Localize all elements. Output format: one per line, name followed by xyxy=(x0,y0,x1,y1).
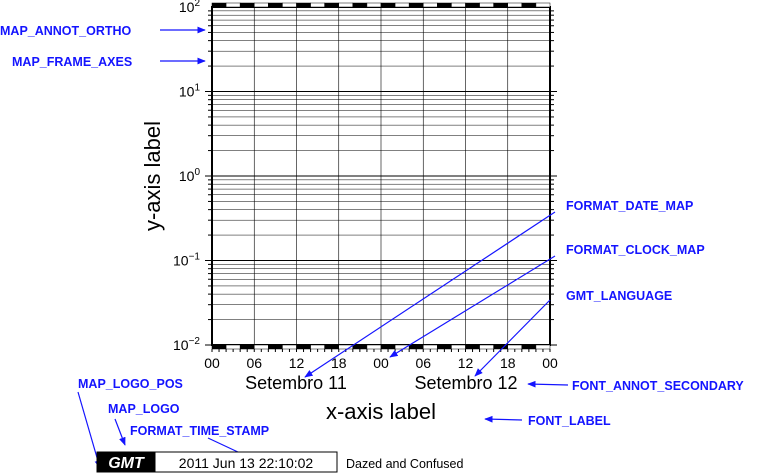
frame-segment xyxy=(268,344,283,350)
frame-segment xyxy=(239,344,255,350)
secondary-label: Setembro 11 xyxy=(245,373,347,393)
timestamp: 2011 Jun 13 22:10:02 xyxy=(179,455,314,471)
x-tick-label: 06 xyxy=(246,355,262,371)
frame-segment xyxy=(324,344,339,350)
y-tick-exp: −1 xyxy=(189,252,201,263)
frame-segment xyxy=(521,344,537,350)
frame-segment xyxy=(380,2,396,8)
arrow xyxy=(474,299,551,377)
y-tick-label: 101 xyxy=(179,83,201,100)
annotation: MAP_LOGO xyxy=(108,402,180,416)
annotation: FORMAT_CLOCK_MAP xyxy=(566,243,705,257)
y-tick-exp: 0 xyxy=(194,167,200,178)
frame-segment xyxy=(211,2,227,8)
y-tick-base: 10 xyxy=(179,84,195,100)
y-axis-label: y-axis label xyxy=(140,121,165,231)
frame-segment xyxy=(239,2,255,8)
frame-segment xyxy=(380,344,396,350)
frame-segment xyxy=(507,2,523,8)
arrow xyxy=(389,255,556,358)
annotation: MAP_ANNOT_ORTHO xyxy=(0,24,132,38)
y-tick-base: 10 xyxy=(173,253,189,269)
annotation: FORMAT_DATE_MAP xyxy=(566,199,693,213)
y-tick-exp: 2 xyxy=(194,0,200,9)
frame-segment xyxy=(366,344,382,350)
arrow xyxy=(527,380,569,388)
x-tick-label: 00 xyxy=(373,355,389,371)
y-tick-base: 10 xyxy=(173,337,189,353)
y-tick-exp: −2 xyxy=(189,336,201,347)
frame-segment xyxy=(366,2,382,8)
y-tick-exp: 1 xyxy=(194,83,200,94)
frame-segment xyxy=(254,2,269,8)
x-tick-label: 18 xyxy=(331,355,347,371)
frame-segment xyxy=(479,344,494,350)
logo-text: GMT xyxy=(108,455,145,472)
annotation: MAP_LOGO_POS xyxy=(78,377,183,391)
x-tick-label: 18 xyxy=(500,355,516,371)
frame-segment xyxy=(465,2,480,8)
arrow xyxy=(304,211,556,378)
fancy-frame xyxy=(205,2,557,352)
x-axis-label: x-axis label xyxy=(326,399,436,424)
frame-segment xyxy=(535,344,551,350)
frame-segment xyxy=(254,344,269,350)
y-tick-label: 10−1 xyxy=(173,252,200,269)
frame-segment xyxy=(225,2,241,8)
frame-segment xyxy=(437,2,452,8)
frame-segment xyxy=(535,2,551,8)
frame-segment xyxy=(423,2,438,8)
x-tick-label: 06 xyxy=(415,355,431,371)
frame-segment xyxy=(479,2,494,8)
x-tick-label: 12 xyxy=(289,355,305,371)
x-tick-label: 12 xyxy=(458,355,474,371)
annotation: MAP_FRAME_AXES xyxy=(12,55,132,69)
x-tick-label: 00 xyxy=(542,355,558,371)
y-tick-label: 10−2 xyxy=(173,336,200,353)
frame-segment xyxy=(268,2,283,8)
frame-segment xyxy=(310,344,325,350)
annotation: FONT_ANNOT_SECONDARY xyxy=(572,379,744,393)
frame-segment xyxy=(352,344,368,350)
arrow xyxy=(484,415,523,423)
timestamp-box xyxy=(154,451,338,473)
frame-segment xyxy=(296,344,311,350)
frame-segment xyxy=(451,2,466,8)
frame-segment xyxy=(282,344,297,350)
frame-segment xyxy=(282,2,297,8)
frame-segment xyxy=(507,344,523,350)
x-tick-label: 00 xyxy=(204,355,220,371)
y-tick-base: 10 xyxy=(179,168,195,184)
y-tick-base: 10 xyxy=(179,0,195,15)
secondary-label: Setembro 12 xyxy=(414,373,517,393)
y-tick-label: 102 xyxy=(179,0,201,15)
frame-segment xyxy=(437,344,452,350)
annotation: GMT_LANGUAGE xyxy=(566,289,672,303)
frame-segment xyxy=(211,344,227,350)
frame-segment xyxy=(493,2,508,8)
frame-segment xyxy=(338,2,354,8)
y-tick-label: 100 xyxy=(179,167,201,184)
frame-segment xyxy=(310,2,325,8)
frame-segment xyxy=(465,344,480,350)
frame-segment xyxy=(296,2,311,8)
frame-segment xyxy=(324,2,339,8)
frame-segment xyxy=(394,2,410,8)
arrow xyxy=(114,418,126,446)
frame-segment xyxy=(408,2,424,8)
frame-segment xyxy=(521,2,537,8)
annotation: FORMAT_TIME_STAMP xyxy=(130,424,269,438)
frame-segment xyxy=(225,344,241,350)
timestamp-label: Dazed and Confused xyxy=(346,457,463,471)
frame-segment xyxy=(423,344,438,350)
annotation: FONT_LABEL xyxy=(528,414,611,428)
frame-segment xyxy=(408,344,424,350)
frame-segment xyxy=(352,2,368,8)
arrow xyxy=(77,391,102,469)
frame-segment xyxy=(451,344,466,350)
grid xyxy=(211,7,551,346)
